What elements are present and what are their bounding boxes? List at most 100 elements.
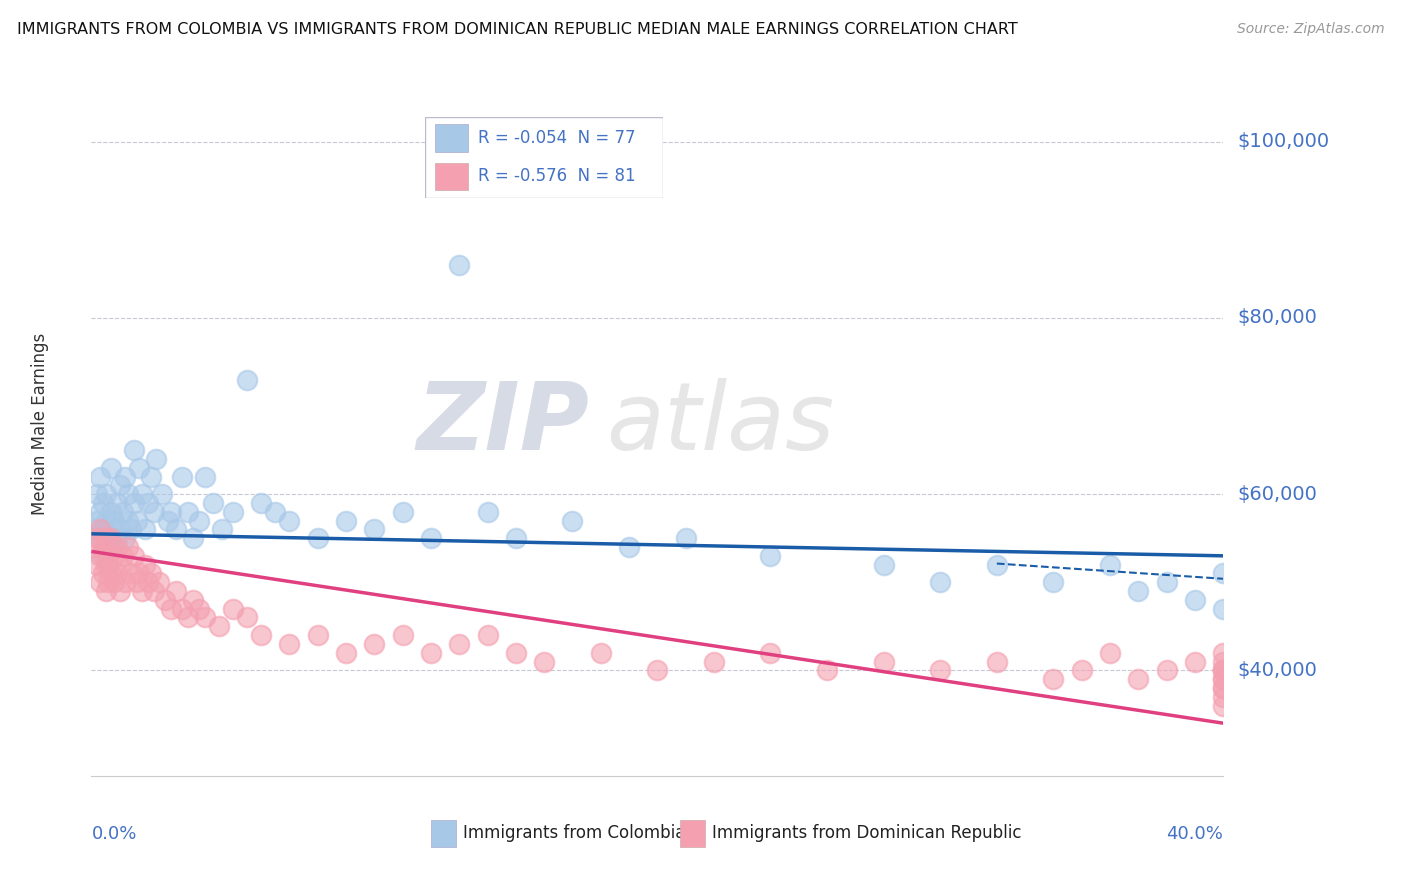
Point bbox=[120, 522, 142, 536]
Point bbox=[1212, 672, 1234, 686]
Text: $60,000: $60,000 bbox=[1237, 484, 1317, 504]
Point bbox=[222, 505, 245, 519]
Point bbox=[1156, 575, 1178, 590]
Point bbox=[94, 558, 117, 572]
Point bbox=[97, 531, 120, 545]
Point bbox=[202, 496, 225, 510]
Bar bbox=[430, 820, 456, 847]
Point bbox=[89, 469, 111, 483]
Point bbox=[100, 460, 122, 475]
Point bbox=[1212, 681, 1234, 695]
Point bbox=[136, 496, 159, 510]
Point bbox=[307, 531, 329, 545]
Text: Immigrants from Colombia: Immigrants from Colombia bbox=[463, 824, 685, 842]
Point bbox=[929, 575, 952, 590]
Point bbox=[363, 522, 385, 536]
Point bbox=[120, 566, 142, 581]
Point bbox=[128, 460, 150, 475]
Point bbox=[114, 575, 136, 590]
Point bbox=[100, 522, 122, 536]
Point bbox=[89, 505, 111, 519]
Text: atlas: atlas bbox=[606, 378, 835, 469]
Point bbox=[278, 514, 301, 528]
Point bbox=[108, 478, 131, 492]
Point bbox=[250, 628, 273, 642]
Point bbox=[91, 496, 114, 510]
Point bbox=[208, 619, 231, 633]
Point bbox=[181, 531, 204, 545]
Point bbox=[94, 487, 117, 501]
Point bbox=[335, 514, 357, 528]
Point bbox=[449, 637, 471, 651]
Point bbox=[187, 514, 209, 528]
Point bbox=[142, 584, 165, 599]
Point bbox=[1212, 601, 1234, 615]
Point bbox=[105, 540, 128, 554]
Point bbox=[759, 549, 782, 563]
Point bbox=[1212, 566, 1234, 581]
Point bbox=[176, 610, 198, 624]
Point bbox=[114, 469, 136, 483]
Point bbox=[1212, 664, 1234, 678]
Point bbox=[872, 655, 894, 669]
Point bbox=[561, 514, 583, 528]
Point bbox=[122, 549, 145, 563]
Text: $100,000: $100,000 bbox=[1237, 132, 1329, 152]
Point bbox=[391, 505, 413, 519]
Point bbox=[589, 646, 612, 660]
Point bbox=[278, 637, 301, 651]
Point bbox=[159, 601, 181, 615]
Point bbox=[419, 531, 441, 545]
Point bbox=[236, 610, 259, 624]
Text: Source: ZipAtlas.com: Source: ZipAtlas.com bbox=[1237, 22, 1385, 37]
Point bbox=[91, 522, 114, 536]
Point bbox=[165, 522, 187, 536]
Point bbox=[97, 549, 120, 563]
Point bbox=[211, 522, 233, 536]
Point bbox=[131, 487, 153, 501]
Point bbox=[1098, 646, 1121, 660]
Point bbox=[159, 505, 181, 519]
Point bbox=[1070, 664, 1092, 678]
Point bbox=[872, 558, 894, 572]
Point bbox=[153, 592, 176, 607]
Point bbox=[1212, 672, 1234, 686]
Point bbox=[134, 522, 156, 536]
Point bbox=[103, 514, 125, 528]
Point bbox=[645, 664, 668, 678]
Point bbox=[105, 531, 128, 545]
Point bbox=[103, 549, 125, 563]
Point bbox=[187, 601, 209, 615]
Point bbox=[264, 505, 287, 519]
Point bbox=[1212, 664, 1234, 678]
Point bbox=[94, 531, 117, 545]
Point bbox=[505, 531, 527, 545]
Point bbox=[391, 628, 413, 642]
Point bbox=[617, 540, 640, 554]
Point bbox=[307, 628, 329, 642]
Point bbox=[89, 575, 111, 590]
Point bbox=[1212, 690, 1234, 704]
Point bbox=[91, 540, 114, 554]
Point bbox=[477, 505, 499, 519]
Point bbox=[108, 522, 131, 536]
Point bbox=[108, 584, 131, 599]
Point bbox=[122, 496, 145, 510]
Point bbox=[176, 505, 198, 519]
Point bbox=[703, 655, 725, 669]
Point bbox=[1128, 672, 1150, 686]
Point bbox=[94, 514, 117, 528]
Text: Median Male Earnings: Median Male Earnings bbox=[31, 333, 49, 515]
Point bbox=[145, 451, 167, 466]
Point bbox=[165, 584, 187, 599]
Point bbox=[91, 549, 114, 563]
Text: 0.0%: 0.0% bbox=[91, 825, 136, 843]
Text: 40.0%: 40.0% bbox=[1167, 825, 1223, 843]
Point bbox=[1098, 558, 1121, 572]
Point bbox=[117, 514, 139, 528]
Point bbox=[83, 540, 105, 554]
Point bbox=[103, 575, 125, 590]
Point bbox=[103, 540, 125, 554]
Point bbox=[89, 549, 111, 563]
Point bbox=[1212, 698, 1234, 713]
